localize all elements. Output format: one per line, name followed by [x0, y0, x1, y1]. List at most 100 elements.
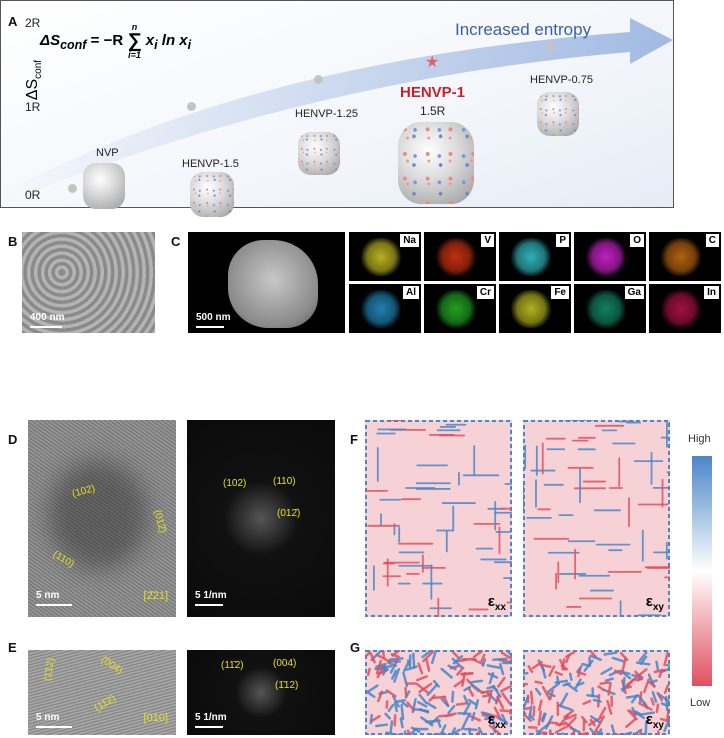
strain-streak [426, 683, 439, 697]
strain-streak [657, 730, 661, 735]
strain-streak [638, 711, 655, 716]
strain-streak [488, 724, 501, 735]
y-tick: 1R [25, 100, 41, 114]
fft-plane-label: (102) [223, 478, 247, 489]
strain-streak [425, 719, 441, 724]
strain-streak [613, 669, 623, 676]
strain-streak [588, 650, 597, 658]
fft-plane-label: (012̄) [277, 508, 301, 519]
element-map-ga: Ga [574, 284, 646, 333]
strain-streak [644, 720, 648, 735]
henvp-1.25-cluster [298, 132, 340, 175]
strain-streak [588, 716, 603, 727]
strain-streak [467, 686, 475, 697]
strain-streak [595, 730, 601, 735]
strain-streak [470, 679, 484, 684]
strain-streak [631, 706, 638, 716]
strain-streak [508, 712, 512, 715]
element-map-v: V [424, 232, 496, 281]
strain-streak [570, 729, 576, 735]
strain-streak [559, 692, 569, 707]
strain-streak [637, 694, 648, 707]
strain-streak [634, 677, 644, 682]
highlight-value: 1.5R [420, 104, 446, 118]
strain-streak [470, 683, 481, 692]
strain-streak [480, 711, 494, 718]
strain-streak [410, 727, 418, 735]
strain-streak [639, 655, 648, 665]
arrow-label: Increased entropy [455, 20, 592, 39]
strain-streak [452, 651, 460, 659]
element-map-p: P [499, 232, 571, 281]
entropy-panel: ΔSconf = −R n ∑ i=1 xi ln xi Increased ent… [0, 0, 674, 217]
strain-streak [625, 676, 638, 688]
strain-streak [451, 690, 455, 703]
strain-streak [619, 669, 632, 680]
strain-streak [460, 715, 470, 731]
strain-streak [463, 694, 469, 705]
strain-map-f-xx: εxx [365, 420, 512, 617]
strain-streak [455, 702, 468, 706]
scale-label: 5 1/nm [195, 590, 227, 601]
panel-label-c: C [171, 234, 181, 249]
strain-map-f-xy: εxy [523, 420, 670, 617]
strain-streak [599, 681, 610, 685]
strain-streak [385, 700, 389, 709]
strain-streak [474, 699, 480, 710]
strain-streak [627, 709, 638, 721]
strain-streak [619, 651, 629, 662]
strain-streak [393, 667, 401, 683]
strain-streak [387, 661, 397, 667]
strain-streak [579, 731, 589, 735]
strain-streak [444, 712, 457, 718]
strain-streak [492, 657, 508, 661]
strain-streak [651, 690, 658, 703]
data-point [314, 75, 323, 84]
strain-streak [435, 716, 442, 728]
strain-streak [554, 679, 569, 684]
hrtem-image-e: (1̄12) (004) (11̄2) 5 nm [010] [28, 650, 176, 735]
nvp-cluster [83, 163, 125, 209]
scale-bar [36, 604, 72, 606]
strain-streak [534, 687, 542, 696]
strain-streak [497, 676, 506, 688]
strain-streak [500, 651, 512, 661]
colorbar-high-label: High [688, 433, 711, 445]
strain-streak [666, 708, 670, 721]
strain-streak [422, 650, 435, 663]
entropy-arrow [0, 18, 673, 205]
strain-streak [388, 657, 404, 661]
element-label: Cr [476, 286, 494, 299]
sample-label: HENVP-0.75 [530, 74, 593, 86]
strain-streak [447, 664, 457, 671]
strain-streak [538, 699, 543, 711]
strain-streak [401, 701, 409, 708]
strain-streak [540, 712, 546, 722]
element-label: C [705, 234, 719, 247]
strain-streak [400, 703, 405, 721]
strain-streak [527, 665, 534, 674]
strain-streak [440, 698, 450, 708]
strain-streak [501, 692, 511, 705]
strain-streak [528, 705, 533, 721]
strain-streak [430, 650, 438, 665]
strain-streak [523, 706, 531, 711]
strain-streak [529, 690, 534, 705]
fft-image-d: (102) (110) (012̄) 5 1/nm [187, 420, 335, 617]
strain-streak [392, 695, 400, 708]
strain-streak [471, 711, 476, 722]
strain-map-g-xy: εxy [523, 650, 670, 735]
strain-streak [637, 668, 648, 677]
fft-image-e: (11̄2) (004) (1̄12) 5 1/nm [187, 650, 335, 735]
strain-streak [663, 684, 670, 694]
strain-streak [403, 662, 410, 673]
strain-texture [523, 420, 670, 617]
strain-streak [425, 658, 431, 672]
strain-streak [569, 726, 581, 734]
strain-streak [664, 696, 669, 712]
sample-label: HENVP-1.5 [182, 158, 239, 170]
strain-streak [586, 694, 599, 698]
star-icon: ★ [425, 54, 440, 71]
scale-bar [36, 726, 72, 728]
strain-streak [606, 699, 613, 715]
